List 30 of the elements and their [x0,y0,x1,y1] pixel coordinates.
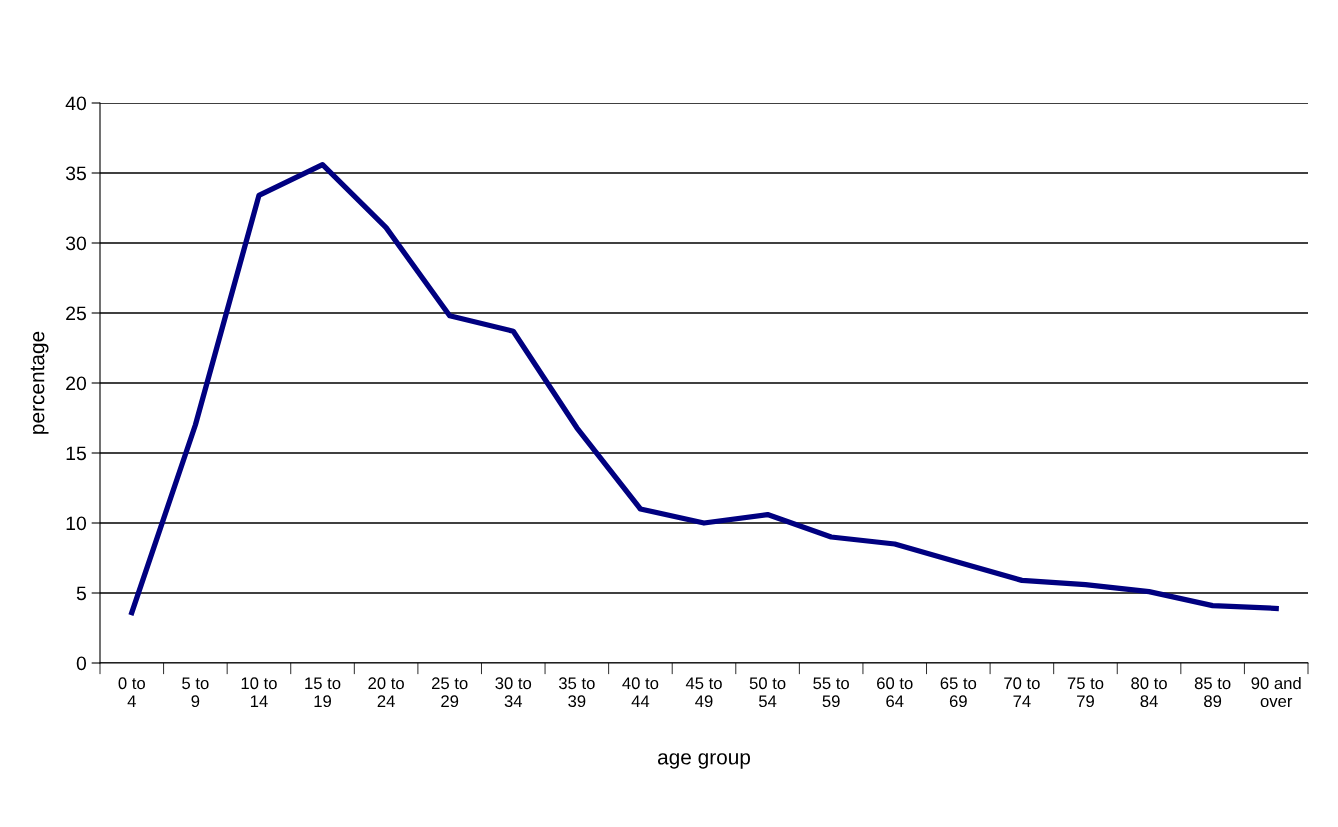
x-tick-label: 85 to 89 [1194,677,1231,708]
x-tick-label: 60 to 64 [877,677,913,708]
x-tick-label: 30 to 34 [495,677,532,708]
y-axis-title: percentage [30,331,49,434]
y-tick-label: 30 [65,236,87,251]
x-tick-label: 25 to 29 [431,677,468,708]
x-tick-label: 35 to 39 [558,677,595,708]
x-tick-label: 90 and over [1251,676,1301,708]
x-tick-label: 75 to 79 [1067,677,1104,708]
x-tick-label: 10 to 14 [241,677,277,707]
x-tick-label: 50 to 54 [749,677,786,708]
y-tick-label: 5 [76,586,86,601]
x-tick-label: 70 to 74 [1004,677,1040,707]
y-tick-label: 15 [66,446,86,461]
y-tick-label: 35 [65,166,86,181]
x-tick-label: 45 to 49 [685,677,722,708]
x-tick-label: 80 to 84 [1131,677,1167,708]
y-tick-label: 20 [66,376,87,391]
y-tick-label: 25 [66,306,86,321]
x-tick-label: 55 to 59 [813,677,849,708]
y-tick-label: 40 [65,96,87,111]
x-tick-label: 65 to 69 [940,677,977,708]
x-tick-label: 20 to 24 [368,677,404,707]
x-tick-label: 5 to 9 [182,677,209,708]
y-tick-label: 10 [66,516,87,531]
x-axis-title: age group [657,753,751,769]
y-tick-label: 0 [76,656,87,671]
x-tick-label: 40 to 44 [622,677,659,707]
x-tick-label: 0 to 4 [118,677,145,707]
x-tick-label: 15 to 19 [305,677,341,708]
